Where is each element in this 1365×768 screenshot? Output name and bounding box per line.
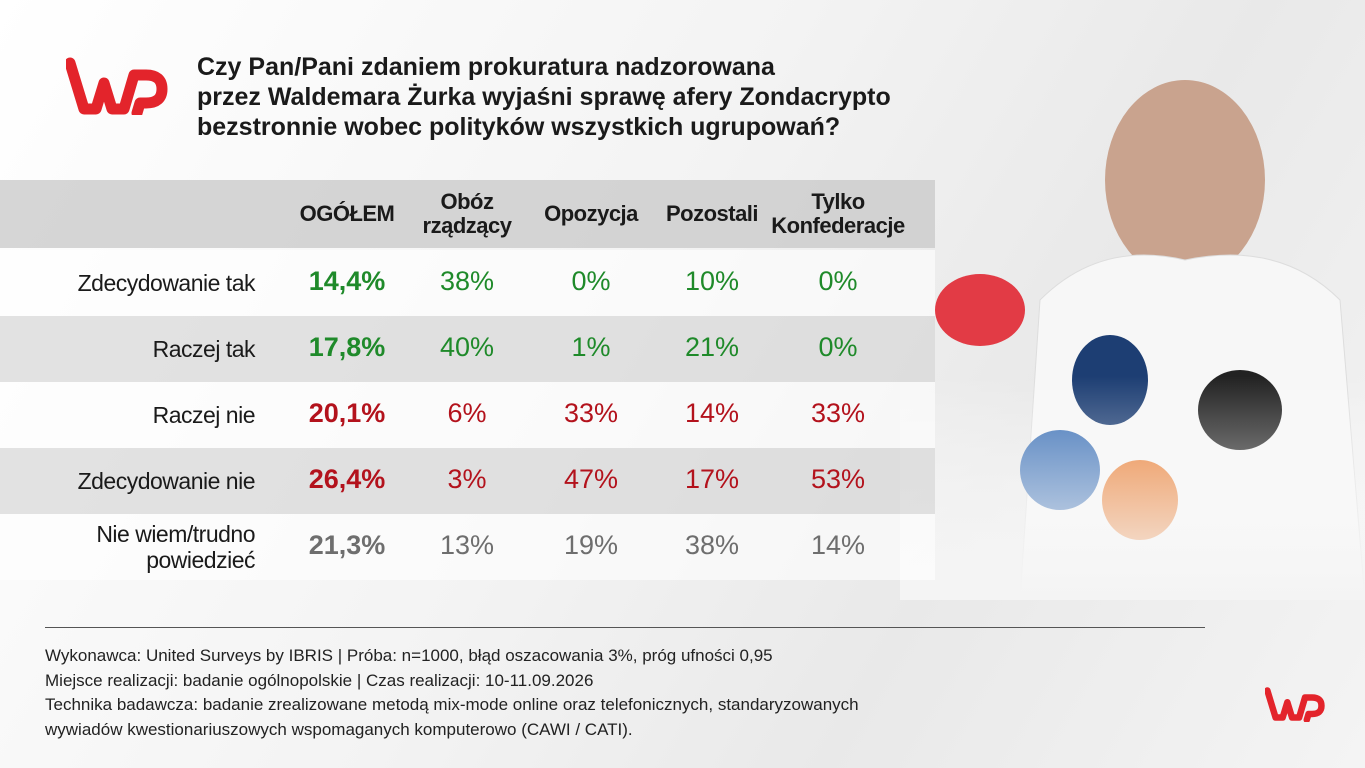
header-line: Opozycja xyxy=(544,201,638,226)
row-band xyxy=(0,382,935,448)
footnote: Technika badawcza: badanie zrealizowane … xyxy=(45,695,859,714)
header-band xyxy=(0,180,935,248)
cell: 40% xyxy=(439,332,495,362)
row-band xyxy=(0,250,935,316)
header-line: Pozostali xyxy=(665,201,759,226)
cell: 20,1% xyxy=(308,398,386,428)
row-label: Raczej tak xyxy=(15,336,256,362)
divider xyxy=(45,627,1205,628)
cell: 38% xyxy=(439,266,495,296)
row-label: Zdecydowanie nie xyxy=(15,468,256,494)
cell: 10% xyxy=(684,266,740,296)
cell: 0% xyxy=(818,332,858,362)
cell: 21,3% xyxy=(308,530,386,560)
cell: 53% xyxy=(810,464,866,494)
cell: 3% xyxy=(447,464,487,494)
header-line: rządzący xyxy=(422,213,512,238)
row-label: Nie wiem/trudno powiedzieć xyxy=(15,521,255,573)
row-label: Zdecydowanie tak xyxy=(15,270,256,296)
cell: 14,4% xyxy=(308,266,386,296)
cell: 47% xyxy=(563,464,619,494)
logo-small xyxy=(1265,687,1325,722)
cell: 26,4% xyxy=(308,464,386,494)
column-header: Tylko Konfederacje xyxy=(763,190,913,238)
label-line: powiedzieć xyxy=(146,547,255,573)
cell: 17% xyxy=(684,464,740,494)
logo xyxy=(66,57,168,115)
fade xyxy=(900,40,1365,600)
cell: 33% xyxy=(810,398,866,428)
photo-backdrop xyxy=(900,40,1365,600)
label-line: Nie wiem/trudno xyxy=(96,521,255,547)
title-line: przez Waldemara Żurka wyjaśni sprawę afe… xyxy=(197,83,891,111)
cell: 13% xyxy=(439,530,495,560)
cell: 33% xyxy=(563,398,619,428)
column-header: OGÓŁEM xyxy=(272,202,422,226)
label-line: Raczej nie xyxy=(152,402,256,428)
cell: 1% xyxy=(571,332,611,362)
row-label: Raczej nie xyxy=(15,402,256,428)
row-band xyxy=(0,448,935,514)
footnote: Wykonawca: United Surveys by IBRIS | Pró… xyxy=(45,646,773,665)
cell: 14% xyxy=(810,530,866,560)
title-line: Czy Pan/Pani zdaniem prokuratura nadzoro… xyxy=(197,53,775,81)
row-band xyxy=(0,514,935,580)
row-band xyxy=(0,316,935,382)
header-line: OGÓŁEM xyxy=(299,201,395,226)
cell: 17,8% xyxy=(308,332,386,362)
column-header: Obóz rządzący xyxy=(392,190,542,238)
footnote: Miejsce realizacji: badanie ogólnopolski… xyxy=(45,670,594,690)
cell: 6% xyxy=(447,398,487,428)
cell: 0% xyxy=(818,266,858,296)
cell: 38% xyxy=(684,530,740,560)
label-line: Raczej tak xyxy=(152,336,256,362)
cell: 14% xyxy=(684,398,740,428)
label-line: Zdecydowanie tak xyxy=(77,270,256,296)
column-header: Opozycja xyxy=(516,202,666,226)
header-line: Tylko xyxy=(811,189,865,214)
column-header: Pozostali xyxy=(637,202,787,226)
title: Czy Pan/Pani zdaniem prokuratura nadzoro… xyxy=(197,52,1017,142)
cell: 0% xyxy=(571,266,611,296)
title-line: bezstronnie wobec polityków wszystkich u… xyxy=(197,113,841,141)
footnote: wywiadów kwestionariuszowych wspomaganyc… xyxy=(45,719,633,739)
header-line: Obóz xyxy=(440,189,495,214)
cell: 19% xyxy=(563,530,619,560)
label-line: Zdecydowanie nie xyxy=(77,468,256,494)
header-line: Konfederacje xyxy=(771,213,905,238)
cell: 21% xyxy=(684,332,740,362)
